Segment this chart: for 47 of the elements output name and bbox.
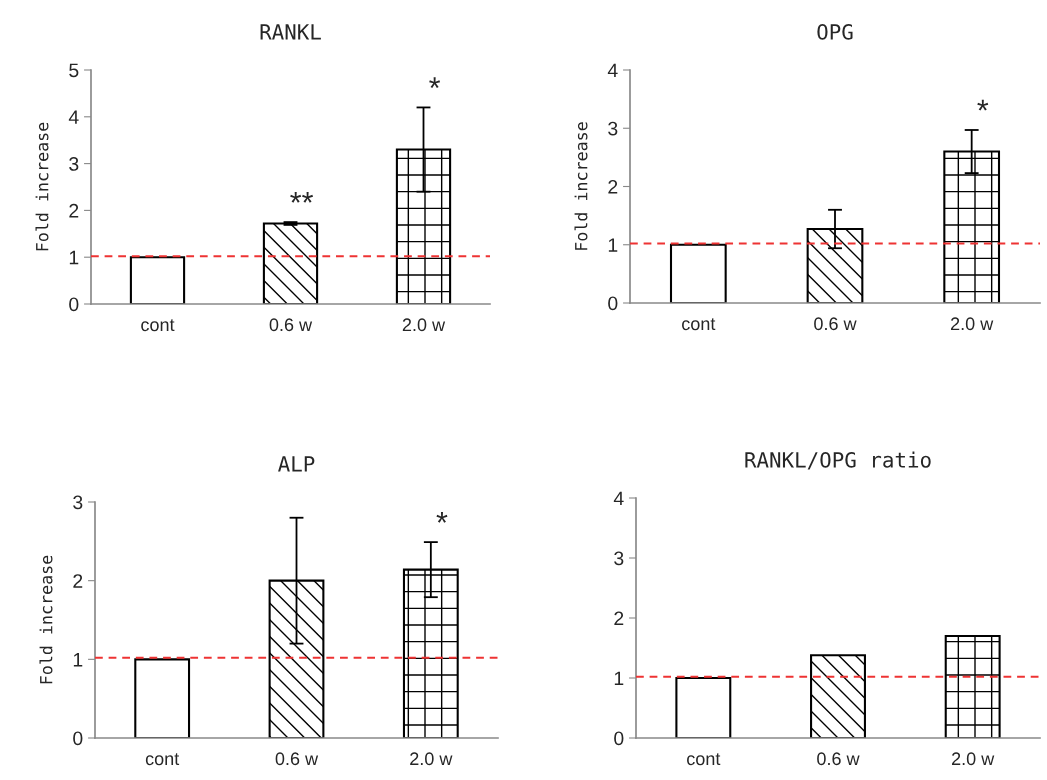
y-axis-title: Fold increase [35,122,49,251]
y-tick-label: 2 [73,574,83,588]
bar [675,676,732,738]
y-tick-label: 0 [614,731,624,746]
y-tick-label: 3 [69,157,79,171]
x-tick-label: 2.0 w [952,752,995,766]
x-tick-label: 2.0 w [402,318,446,332]
y-tick-label: 2 [614,611,624,626]
y-tick-label: 4 [613,491,624,506]
annotation: ** [290,191,314,203]
x-tick-label: 2.0 w [410,752,453,766]
y-tick-label: 2 [69,203,79,218]
y-tick-label: 3 [73,495,83,510]
annotation: * [436,511,448,523]
bar [134,658,191,738]
y-tick-label: 3 [608,121,618,136]
y-tick-label: 0 [73,731,83,746]
y-tick-label: 4 [68,110,79,124]
x-tick-label: 0.6 w [269,318,313,332]
x-tick-label: cont [682,318,716,331]
annotation: * [977,99,989,111]
chart-title: ALP [278,456,315,472]
y-tick-label: 2 [608,179,618,194]
x-tick-label: 2.0 w [951,317,994,331]
x-tick-label: cont [687,753,721,766]
chart-title: RANKL/OPG ratio [745,451,931,470]
y-tick-label: 3 [614,551,624,566]
annotation: * [429,77,441,89]
y-tick-label: 0 [608,296,618,311]
y-tick-label: 1 [608,238,618,252]
y-tick-label: 4 [607,63,618,78]
chart-title: OPG [817,23,853,40]
x-tick-label: 0.6 w [275,752,319,766]
x-tick-label: cont [145,753,180,766]
x-tick-label: 0.6 w [814,317,857,331]
bar [669,243,727,303]
y-axis-title: Fold increase [39,555,53,684]
x-tick-label: 0.6 w [817,752,860,766]
y-tick-label: 1 [69,250,79,265]
y-tick-label: 1 [614,671,624,686]
y-tick-label: 1 [73,653,83,667]
chart-title: RANKL [260,24,321,40]
y-axis-title: Fold increase [574,122,588,250]
x-tick-label: cont [141,319,175,332]
y-tick-label: 5 [69,63,79,78]
y-tick-label: 0 [69,297,79,312]
bar [129,256,186,304]
